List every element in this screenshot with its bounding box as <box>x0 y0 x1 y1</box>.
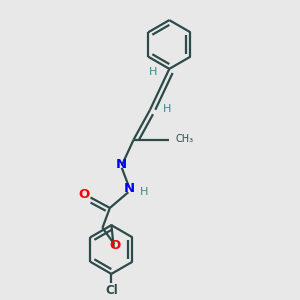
Text: O: O <box>110 238 121 252</box>
Text: H: H <box>140 187 148 196</box>
Text: N: N <box>124 182 135 195</box>
Text: CH₃: CH₃ <box>176 134 194 144</box>
Text: H: H <box>163 104 171 114</box>
Text: H: H <box>149 67 157 77</box>
Text: Cl: Cl <box>105 284 118 297</box>
Text: O: O <box>78 188 90 201</box>
Text: N: N <box>115 158 126 171</box>
